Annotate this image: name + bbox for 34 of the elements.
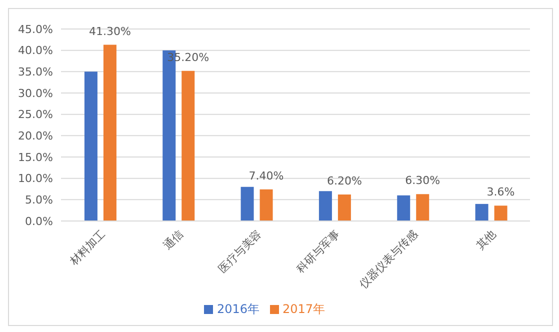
y-tick-label: 40.0% — [18, 44, 53, 58]
y-tick-label: 15.0% — [18, 150, 53, 164]
x-tick-label: 仪器仪表与传感 — [356, 227, 420, 292]
y-tick-label: 10.0% — [18, 172, 53, 186]
y-tick-label: 45.0% — [18, 22, 53, 36]
bar — [240, 186, 254, 221]
bar — [103, 44, 116, 221]
x-tick-label: 通信 — [161, 227, 186, 252]
data-label: 41.30% — [88, 24, 131, 38]
y-tick-label: 20.0% — [18, 130, 53, 143]
bar — [84, 72, 98, 221]
bar — [494, 206, 508, 221]
x-tick-label: 科研与军事 — [294, 227, 342, 276]
x-tick-label: 医疗与美容 — [216, 227, 264, 276]
data-label: 7.40% — [248, 169, 284, 182]
legend-label: 2016年 — [216, 302, 260, 316]
bar — [397, 195, 410, 221]
bar — [338, 194, 351, 221]
legend-label: 2017年 — [282, 302, 326, 316]
bar — [182, 70, 195, 221]
data-label: 6.20% — [326, 174, 362, 188]
data-label: 6.30% — [405, 174, 440, 188]
y-tick-label: 5.0% — [25, 194, 53, 207]
bar — [260, 189, 273, 221]
y-tick-label: 0.0% — [25, 214, 53, 228]
bar — [416, 194, 430, 221]
data-label: 3.6% — [486, 186, 515, 199]
bar — [318, 191, 332, 221]
x-tick-label: 材料加工 — [66, 227, 108, 268]
y-tick-label: 30.0% — [18, 86, 53, 100]
bar — [475, 204, 488, 221]
y-tick-label: 25.0% — [18, 108, 53, 122]
y-tick-label: 35.0% — [18, 66, 53, 79]
x-tick-label: 其他 — [474, 227, 499, 252]
